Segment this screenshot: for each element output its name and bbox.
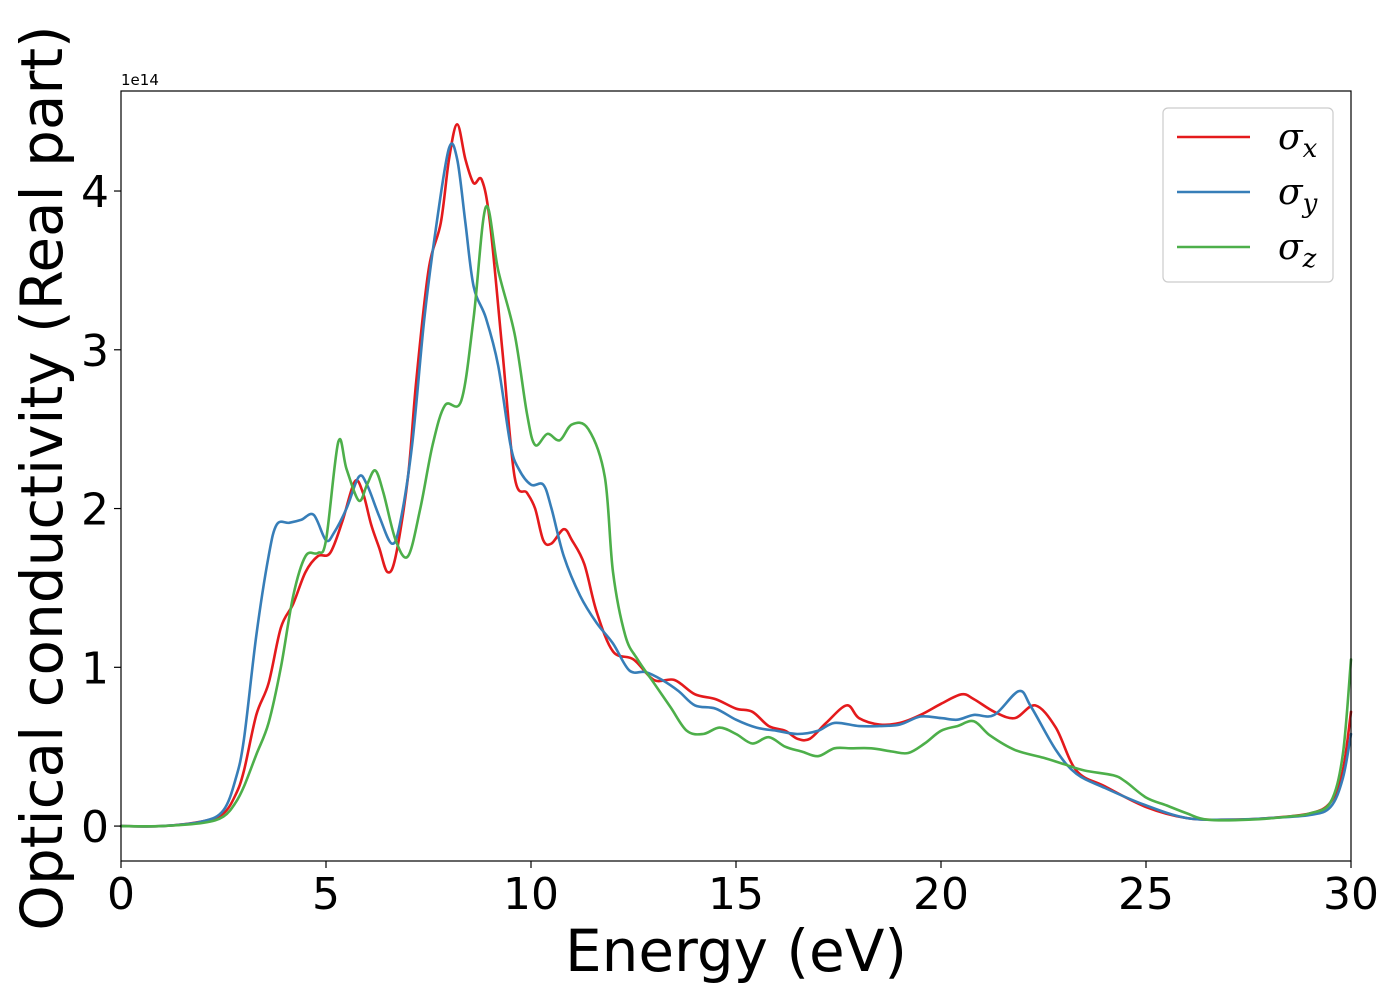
x-tick-label: 30 [1323,869,1379,920]
y-tick-label: 2 [81,485,109,536]
legend-box [1162,107,1334,283]
series-line-sigma-x [119,123,1353,828]
legend-label-sigma-x: σx [1278,117,1318,164]
x-tick-label: 10 [503,869,559,920]
series-line-sigma-y [119,142,1353,828]
legend: σx σy σz [1162,107,1334,283]
x-tick-label: 25 [1118,869,1174,920]
y-axis-title: Optical conductivity (Real part) [8,25,76,930]
x-axis-title: Energy (eV) [565,917,907,985]
y-tick-label: 0 [81,802,109,853]
x-tick-label: 20 [913,869,969,920]
x-tick-label: 5 [312,869,340,920]
x-tick-label: 0 [107,869,135,920]
y-offset-label: 1e14 [121,71,159,89]
legend-label-sigma-z: σz [1278,227,1317,274]
y-tick-label: 3 [81,326,109,377]
legend-label-sigma-y: σy [1278,172,1318,219]
y-tick-label: 4 [81,167,109,218]
y-tick-label: 1 [81,643,109,694]
series-line-sigma-z [119,204,1353,828]
y-axis: 0 1 2 3 4 [81,167,121,853]
x-axis: 0 5 10 15 20 25 30 [107,861,1379,920]
x-tick-label: 15 [708,869,764,920]
series-layer [119,123,1353,828]
